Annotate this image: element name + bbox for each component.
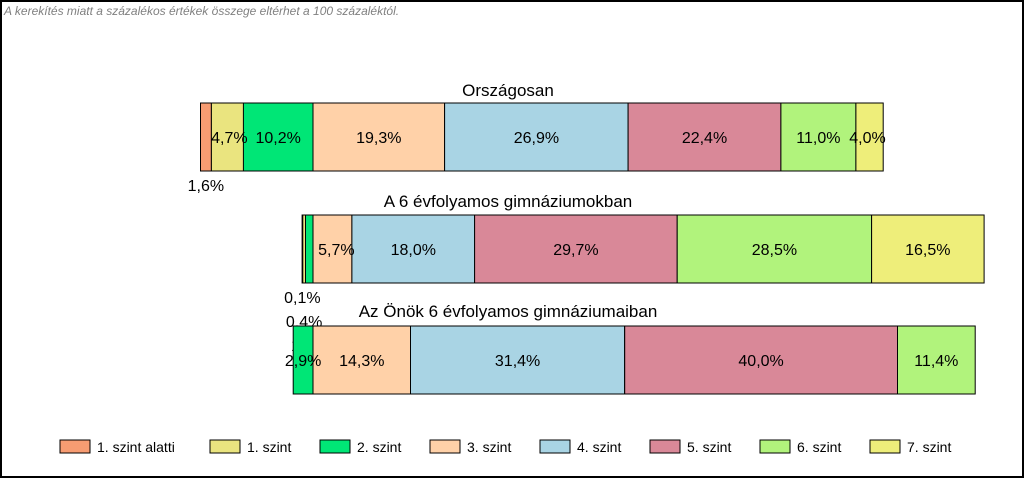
bar-segment-1-7 (871, 214, 985, 284)
legend-label-7: 7. szint (907, 439, 951, 455)
bar-segment-2-4 (410, 325, 626, 395)
data-label-2-2: 2,9% (285, 353, 321, 370)
data-label-1-3: 5,7% (318, 242, 354, 259)
bar-segment-1-3 (312, 214, 353, 284)
legend-label-4: 4. szint (577, 439, 621, 455)
group-title-0: Országosan (462, 81, 554, 100)
legend-swatch-6 (759, 439, 791, 454)
bar-segment-2-6 (897, 325, 976, 395)
data-label-0-4: 26,9% (514, 130, 559, 147)
data-label-2-4: 31,4% (495, 353, 540, 370)
bar-segment-0-7 (855, 102, 884, 172)
bar-segment-0-1 (210, 102, 244, 172)
data-label-2-6: 11,4% (914, 353, 958, 370)
legend-label-3: 3. szint (467, 439, 511, 455)
data-label-1-6: 28,5% (752, 242, 797, 259)
legend-label-5: 5. szint (687, 439, 731, 455)
rounding-note: A kerekítés miatt a százalékos értékek ö… (4, 4, 400, 18)
bar-segment-1-5 (474, 214, 678, 284)
data-label-1-4: 18,0% (391, 242, 436, 259)
legend-swatch-2 (319, 439, 351, 454)
legend-swatch-1 (209, 439, 241, 454)
data-label-1-0: 0,1% (284, 290, 320, 307)
legend-swatch-4 (539, 439, 571, 454)
data-label-1-7: 16,5% (905, 242, 950, 259)
legend-swatch-3 (429, 439, 461, 454)
legend-swatch-5 (649, 439, 681, 454)
data-label-0-1: 4,7% (211, 130, 247, 147)
bar-segment-0-4 (444, 102, 629, 172)
bar-segment-2-5 (624, 325, 898, 395)
legend-label-0: 1. szint alatti (97, 439, 175, 455)
bar-segment-0-5 (627, 102, 782, 172)
group-title-2: Az Önök 6 évfolyamos gimnáziumaiban (359, 302, 658, 321)
data-label-0-2: 10,2% (256, 130, 301, 147)
bar-segment-0-6 (780, 102, 857, 172)
data-label-2-5: 40,0% (738, 353, 783, 370)
data-label-1-5: 29,7% (553, 242, 598, 259)
legend-swatch-0 (59, 439, 91, 454)
legend-label-2: 2. szint (357, 439, 401, 455)
data-label-0-6: 11,0% (796, 130, 840, 147)
data-label-0-3: 19,3% (356, 130, 401, 147)
legend-swatch-7 (869, 439, 901, 454)
legend-label-6: 6. szint (797, 439, 841, 455)
legend-label-1: 1. szint (247, 439, 291, 455)
bar-segment-0-0 (200, 102, 212, 172)
group-title-1: A 6 évfolyamos gimnáziumokban (384, 192, 633, 211)
bar-segment-1-2 (305, 214, 314, 284)
data-label-2-3: 14,3% (339, 353, 384, 370)
bar-segment-2-3 (312, 325, 411, 395)
data-label-0-0: 1,6% (188, 178, 224, 195)
bar-segment-1-4 (351, 214, 476, 284)
data-label-0-7: 4,0% (849, 130, 885, 147)
data-label-0-5: 22,4% (682, 130, 727, 147)
